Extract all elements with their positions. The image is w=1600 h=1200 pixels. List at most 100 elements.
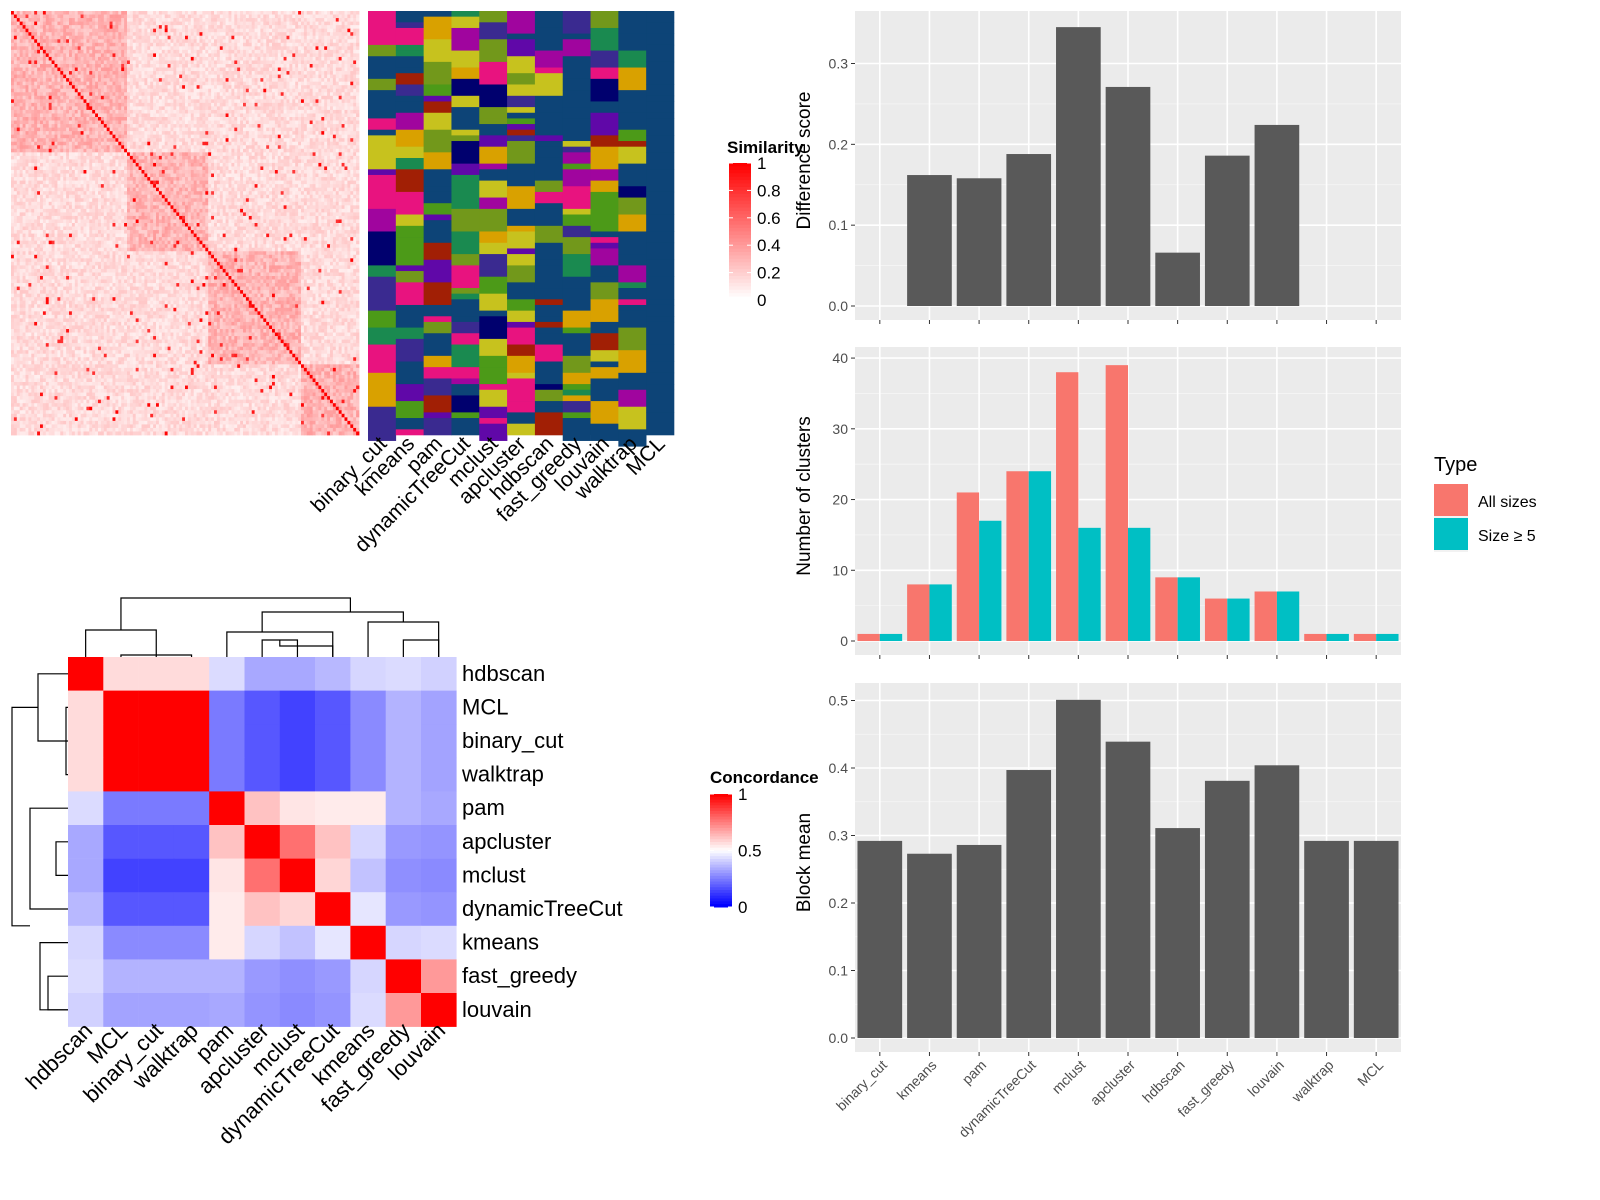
similarity-cell [144, 46, 148, 51]
similarity-cell [71, 155, 76, 160]
similarity-cell [71, 131, 76, 136]
similarity-cell [71, 134, 76, 139]
similarity-cell [115, 138, 119, 143]
similarity-cell [89, 60, 93, 65]
similarity-cell [309, 88, 313, 93]
similarity-cell [11, 60, 15, 65]
similarity-cell [327, 21, 331, 26]
similarity-cell [100, 88, 105, 93]
similarity-cell [54, 88, 58, 93]
similarity-cell [83, 14, 87, 19]
similarity-cell [83, 42, 87, 47]
similarity-cell [243, 127, 247, 132]
similarity-cell [211, 120, 215, 125]
similarity-cell [332, 117, 337, 121]
similarity-cell [132, 56, 137, 61]
similarity-cell [25, 155, 29, 160]
similarity-cell [356, 49, 360, 54]
similarity-cell [63, 120, 67, 125]
similarity-cell [208, 88, 212, 93]
similarity-cell [327, 18, 331, 22]
similarity-cell [280, 39, 284, 44]
similarity-cell [103, 14, 108, 19]
similarity-cell [289, 127, 293, 132]
similarity-cell [356, 42, 360, 47]
similarity-cell [254, 138, 258, 143]
similarity-cell [121, 81, 125, 86]
similarity-cell [190, 109, 195, 114]
similarity-cell [100, 85, 105, 90]
similarity-cell [335, 131, 340, 136]
similarity-cell [245, 131, 250, 136]
similarity-cell [118, 109, 122, 114]
similarity-cell [211, 85, 215, 90]
similarity-cell [266, 46, 270, 51]
similarity-cell [77, 67, 81, 72]
similarity-cell [245, 53, 250, 58]
similarity-cell [190, 74, 195, 79]
similarity-cell [327, 56, 331, 61]
similarity-cell [269, 35, 273, 40]
similarity-cell [338, 35, 342, 40]
similarity-cell [147, 134, 151, 139]
similarity-cell [147, 113, 151, 118]
similarity-cell [318, 152, 322, 157]
similarity-cell [106, 56, 110, 61]
similarity-cell [312, 35, 316, 40]
similarity-cell [51, 95, 55, 100]
similarity-cell [350, 39, 354, 44]
similarity-cell [60, 138, 64, 143]
similarity-cell [69, 49, 73, 54]
similarity-cell [353, 99, 357, 104]
similarity-cell [63, 113, 67, 118]
similarity-cell [103, 81, 108, 86]
similarity-cell [260, 113, 264, 118]
similarity-cell [245, 49, 250, 54]
similarity-cell [118, 124, 122, 128]
similarity-cell [243, 120, 247, 125]
similarity-cell [42, 148, 47, 153]
similarity-cell [260, 74, 264, 79]
similarity-cell [31, 106, 35, 111]
similarity-cell [28, 28, 32, 33]
similarity-cell [132, 117, 137, 121]
similarity-cell [112, 109, 116, 114]
similarity-cell [266, 138, 270, 143]
similarity-cell [225, 102, 229, 107]
similarity-cell [231, 148, 235, 153]
similarity-cell [31, 60, 35, 65]
similarity-cell [63, 28, 67, 33]
similarity-cell [283, 53, 287, 58]
similarity-cell [132, 71, 137, 75]
similarity-cell [289, 148, 293, 153]
similarity-cell [13, 134, 18, 139]
similarity-cell [269, 53, 273, 58]
similarity-cell [214, 127, 218, 132]
similarity-cell [185, 152, 189, 157]
similarity-cell [11, 14, 15, 19]
similarity-cell [173, 106, 177, 111]
similarity-cell [356, 138, 360, 143]
similarity-cell [353, 113, 357, 118]
similarity-cell [260, 109, 264, 114]
similarity-cell [234, 85, 238, 90]
similarity-cell [315, 124, 319, 128]
similarity-cell [222, 124, 226, 128]
similarity-cell [22, 120, 26, 125]
similarity-cell [147, 155, 151, 160]
similarity-cell [272, 11, 276, 15]
similarity-cell [202, 99, 206, 104]
similarity-cell [28, 11, 32, 15]
similarity-cell [112, 25, 116, 30]
similarity-cell [347, 106, 351, 111]
similarity-cell [150, 120, 154, 125]
similarity-cell [225, 155, 229, 160]
similarity-cell [199, 78, 203, 83]
similarity-cell [173, 46, 177, 51]
similarity-cell [31, 28, 35, 33]
similarity-cell [132, 53, 137, 58]
similarity-cell [164, 117, 168, 121]
similarity-cell [135, 113, 139, 118]
similarity-cell [211, 78, 215, 83]
similarity-cell [124, 11, 128, 15]
